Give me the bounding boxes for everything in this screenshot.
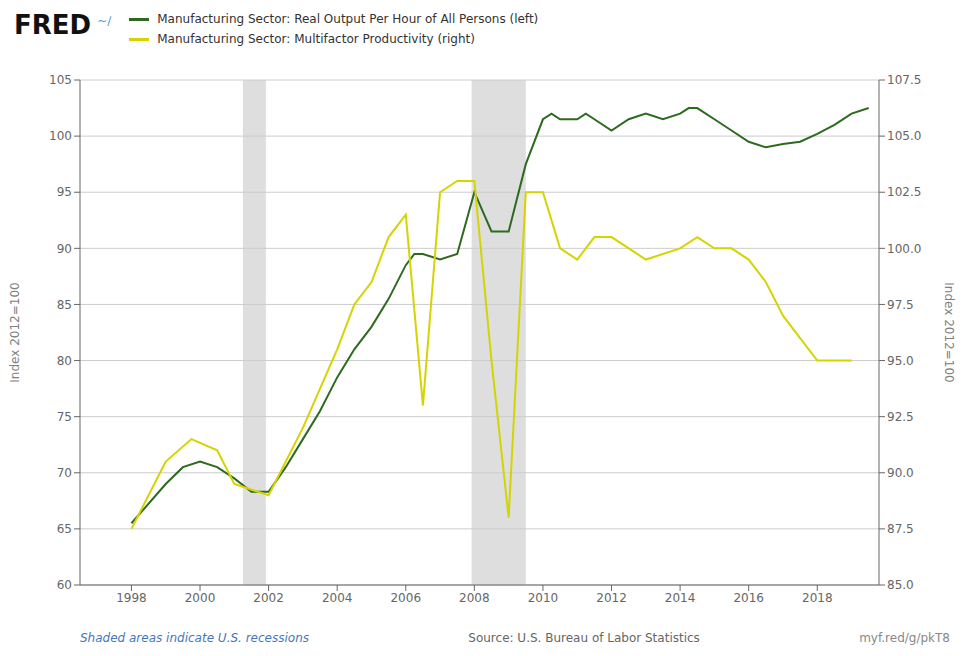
svg-text:107.5: 107.5 xyxy=(887,73,921,87)
svg-text:102.5: 102.5 xyxy=(887,185,921,199)
svg-text:95: 95 xyxy=(57,185,72,199)
svg-text:95.0: 95.0 xyxy=(887,354,914,368)
svg-text:105: 105 xyxy=(49,73,72,87)
svg-text:60: 60 xyxy=(57,578,72,592)
svg-text:2006: 2006 xyxy=(390,591,421,605)
svg-text:90: 90 xyxy=(57,242,72,256)
svg-text:Index 2012=100: Index 2012=100 xyxy=(942,282,956,382)
svg-text:2010: 2010 xyxy=(528,591,559,605)
svg-text:100.0: 100.0 xyxy=(887,242,921,256)
svg-text:2000: 2000 xyxy=(185,591,216,605)
svg-text:80: 80 xyxy=(57,354,72,368)
svg-text:2016: 2016 xyxy=(733,591,764,605)
svg-text:85.0: 85.0 xyxy=(887,578,914,592)
html-text:Manufacturing Sector: Real Out: Manufacturing Sector: Real Output Per Ho… xyxy=(157,12,539,26)
svg-text:2002: 2002 xyxy=(253,591,284,605)
svg-text:85: 85 xyxy=(57,298,72,312)
svg-text:97.5: 97.5 xyxy=(887,298,914,312)
svg-text:87.5: 87.5 xyxy=(887,522,914,536)
svg-text:2012: 2012 xyxy=(596,591,627,605)
svg-text:105.0: 105.0 xyxy=(887,129,921,143)
html-text:FRED: FRED xyxy=(14,10,92,40)
html-text:Manufacturing Sector: Multifac: Manufacturing Sector: Multifactor Produc… xyxy=(157,32,475,46)
svg-text:65: 65 xyxy=(57,522,72,536)
html-text:Shaded areas indicate U.S. rec: Shaded areas indicate U.S. recessions xyxy=(80,631,309,645)
svg-text:2014: 2014 xyxy=(665,591,696,605)
svg-text:90.0: 90.0 xyxy=(887,466,914,480)
svg-text:70: 70 xyxy=(57,466,72,480)
svg-text:Index 2012=100: Index 2012=100 xyxy=(8,282,22,382)
svg-text:2004: 2004 xyxy=(322,591,353,605)
svg-text:100: 100 xyxy=(49,129,72,143)
svg-text:2008: 2008 xyxy=(459,591,490,605)
svg-text:2018: 2018 xyxy=(802,591,833,605)
svg-text:92.5: 92.5 xyxy=(887,410,914,424)
html-text:myf.red/g/pkT8: myf.red/g/pkT8 xyxy=(859,631,950,645)
svg-text:75: 75 xyxy=(57,410,72,424)
html-text:Source: U.S. Bureau of Labor S: Source: U.S. Bureau of Labor Statistics xyxy=(468,631,700,645)
svg-text:1998: 1998 xyxy=(116,591,147,605)
